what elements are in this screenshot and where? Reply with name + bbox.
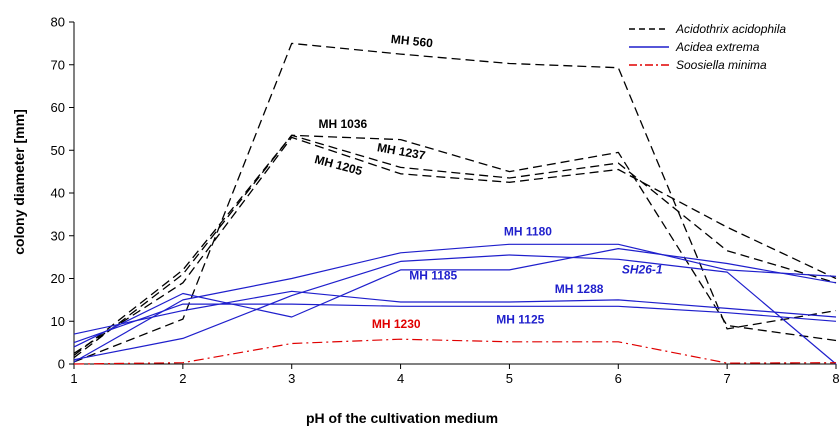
legend-label: Soosiella minima <box>676 58 767 72</box>
y-tick-label: 80 <box>51 15 65 30</box>
series-line-mh-1185 <box>73 254 837 365</box>
series-label: MH 1288 <box>555 282 604 296</box>
legend-label: Acidea extrema <box>675 40 760 54</box>
y-tick-label: 10 <box>51 314 65 329</box>
x-tick-label: 4 <box>397 371 404 386</box>
y-tick-label: 50 <box>51 143 65 158</box>
series-line-mh-1036 <box>73 134 837 359</box>
series-label: SH26-1 <box>622 262 663 276</box>
series-label: MH 1125 <box>496 312 544 326</box>
legend: Acidothrix acidophila Acidea extrema Soosi… <box>629 22 786 72</box>
series-line-mh-560 <box>73 42 837 363</box>
x-tick-label: 6 <box>615 371 622 386</box>
y-tick-label: 30 <box>51 228 65 243</box>
y-tick-label: 40 <box>51 186 65 201</box>
legend-label: Acidothrix acidophila <box>675 22 786 36</box>
x-tick-label: 8 <box>832 371 839 386</box>
series-line-mh-1230 <box>73 338 837 365</box>
y-tick-label: 60 <box>51 100 65 115</box>
series-line-sh26-1 <box>73 248 837 348</box>
series-label: MH 1180 <box>504 224 552 238</box>
y-axis-title: colony diameter [mm] <box>11 109 27 254</box>
x-tick-label: 3 <box>288 371 295 386</box>
series-layer <box>73 42 837 365</box>
y-tick-label: 0 <box>58 357 65 372</box>
series-label: MH 1185 <box>409 268 457 282</box>
series-line-mh-1237 <box>73 134 837 356</box>
annotation-layer: MH 560 MH 1036 MH 1237 MH 1205 MH 1180 MH 118… <box>313 32 663 331</box>
series-label: MH 1237 <box>376 140 427 162</box>
x-tick-label: 1 <box>70 371 77 386</box>
series-label: MH 1036 <box>319 117 368 131</box>
series-label: MH 560 <box>390 32 434 50</box>
series-label: MH 1230 <box>372 317 421 331</box>
series-line-mh-1125 <box>73 303 837 344</box>
series-label: MH 1205 <box>313 152 364 178</box>
y-tick-label: 70 <box>51 57 65 72</box>
x-tick-label: 7 <box>724 371 731 386</box>
series-line-mh-1205 <box>73 136 837 354</box>
series-line-mh-1180 <box>73 243 837 363</box>
x-axis-title: pH of the cultivation medium <box>306 410 498 426</box>
series-line-mh-1288 <box>73 290 837 335</box>
x-tick-label: 2 <box>179 371 186 386</box>
y-tick-label: 20 <box>51 271 65 286</box>
x-tick-label: 5 <box>506 371 513 386</box>
